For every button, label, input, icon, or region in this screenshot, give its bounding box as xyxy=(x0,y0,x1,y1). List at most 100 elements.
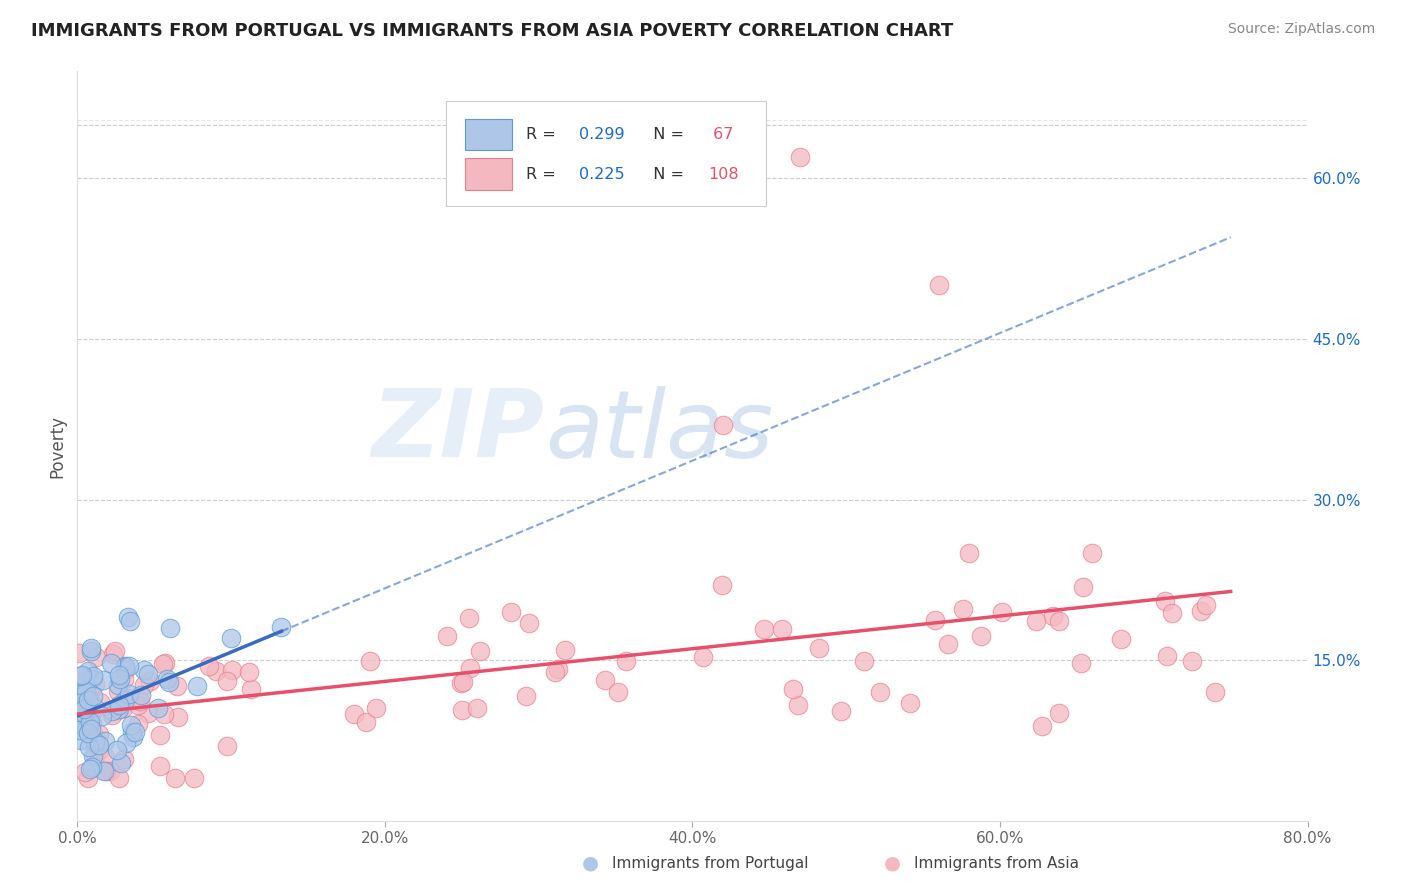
Point xyxy=(115,736,138,750)
Point xyxy=(436,629,458,643)
Point xyxy=(450,703,472,717)
Point xyxy=(458,611,481,625)
Point xyxy=(72,708,94,723)
Point xyxy=(1204,685,1226,699)
Text: 0.299: 0.299 xyxy=(579,127,624,142)
Point xyxy=(752,622,775,636)
Point xyxy=(77,691,100,706)
Point xyxy=(167,710,190,724)
Point xyxy=(149,759,172,773)
Point xyxy=(1189,604,1212,618)
Point xyxy=(67,646,90,660)
Point xyxy=(75,722,97,736)
Point xyxy=(124,725,146,739)
Point xyxy=(710,578,733,592)
Text: ●: ● xyxy=(582,854,599,873)
Point xyxy=(84,749,107,764)
Point xyxy=(501,605,523,619)
Point xyxy=(217,674,239,689)
Point xyxy=(1153,594,1175,608)
Point xyxy=(69,675,91,690)
Point xyxy=(270,620,292,634)
Point xyxy=(82,689,104,703)
Point xyxy=(149,728,172,742)
Point xyxy=(952,601,974,615)
Point xyxy=(1181,654,1204,668)
Point xyxy=(70,733,93,747)
Point xyxy=(73,702,96,716)
Point xyxy=(221,663,243,677)
Point xyxy=(118,659,141,673)
Point xyxy=(343,706,366,721)
Point xyxy=(852,654,875,668)
Point xyxy=(122,730,145,744)
Point xyxy=(517,616,540,631)
Point xyxy=(72,712,94,726)
Point xyxy=(98,764,121,779)
Point xyxy=(1109,632,1132,647)
Point xyxy=(120,717,142,731)
Text: 0.225: 0.225 xyxy=(579,167,624,181)
Point xyxy=(114,663,136,677)
Point xyxy=(91,709,114,723)
Point xyxy=(108,668,131,682)
Point xyxy=(450,676,472,690)
Point xyxy=(132,663,155,677)
Point xyxy=(152,657,174,671)
Point xyxy=(127,716,149,731)
Point xyxy=(112,751,135,765)
Text: ●: ● xyxy=(884,854,901,873)
Text: R =: R = xyxy=(526,167,561,181)
Point xyxy=(84,677,107,691)
Point xyxy=(356,715,378,730)
Point xyxy=(770,622,793,636)
Point xyxy=(93,750,115,764)
Point xyxy=(117,687,139,701)
Point xyxy=(80,722,103,736)
FancyBboxPatch shape xyxy=(465,158,512,190)
Point xyxy=(692,649,714,664)
Point xyxy=(163,771,186,785)
Point xyxy=(114,693,136,707)
Point xyxy=(112,672,135,686)
Point xyxy=(1071,580,1094,594)
Text: Source: ZipAtlas.com: Source: ZipAtlas.com xyxy=(1227,22,1375,37)
Point xyxy=(73,706,96,721)
Point xyxy=(77,664,100,678)
Point xyxy=(166,679,188,693)
Point xyxy=(91,673,114,688)
Point xyxy=(120,615,142,629)
Point xyxy=(117,610,139,624)
Point xyxy=(93,734,115,748)
Point xyxy=(75,765,97,780)
Point xyxy=(238,665,260,679)
Text: N =: N = xyxy=(644,167,689,181)
Point xyxy=(869,685,891,699)
Point xyxy=(1047,614,1070,628)
Point xyxy=(107,771,129,785)
Point xyxy=(80,640,103,655)
Point xyxy=(458,661,481,675)
Point xyxy=(127,698,149,712)
Point xyxy=(153,656,176,670)
Point xyxy=(830,704,852,718)
Point xyxy=(89,743,111,757)
Point xyxy=(84,731,107,746)
Point xyxy=(898,696,921,710)
Text: Immigrants from Asia: Immigrants from Asia xyxy=(914,856,1078,871)
Point xyxy=(82,669,104,683)
Point xyxy=(107,683,129,698)
Point xyxy=(1047,706,1070,721)
Point xyxy=(76,771,98,785)
Text: IMMIGRANTS FROM PORTUGAL VS IMMIGRANTS FROM ASIA POVERTY CORRELATION CHART: IMMIGRANTS FROM PORTUGAL VS IMMIGRANTS F… xyxy=(31,22,953,40)
Point xyxy=(77,692,100,706)
Point xyxy=(107,743,129,757)
Text: N =: N = xyxy=(644,127,689,142)
Point xyxy=(107,678,129,692)
Point xyxy=(789,150,811,164)
Point xyxy=(593,673,616,688)
Point xyxy=(129,688,152,702)
Text: R =: R = xyxy=(526,127,561,142)
Point xyxy=(991,605,1014,619)
Point xyxy=(82,715,104,730)
